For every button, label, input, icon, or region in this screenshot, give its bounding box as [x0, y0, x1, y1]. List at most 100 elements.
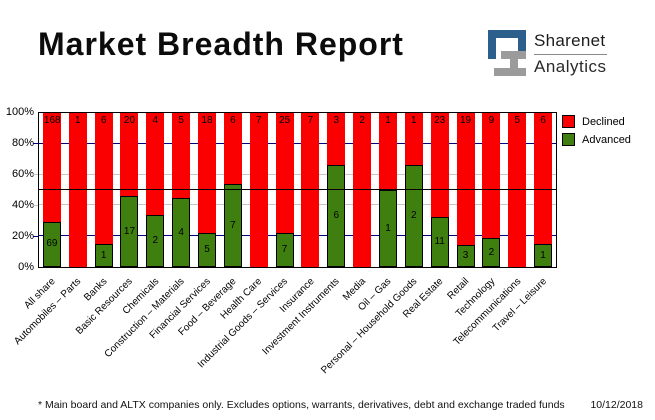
declined-segment [94, 113, 113, 267]
declined-segment [456, 113, 475, 267]
declined-value-label: 6 [230, 115, 236, 126]
bar-all-share: 168 69 [42, 113, 61, 267]
declined-segment [275, 113, 294, 267]
declined-segment [249, 113, 268, 267]
advanced-segment: 1 [378, 190, 397, 267]
category-label-investment-instruments: Investment Instruments [260, 276, 343, 358]
advanced-segment: 2 [482, 238, 501, 267]
sharenet-logo-text: Sharenet Analytics [534, 30, 607, 77]
bar-industrial-goods-services: 25 7 [275, 113, 294, 267]
category-label-retail: Retail [445, 276, 472, 302]
logo-sub-name: Analytics [534, 57, 607, 76]
declined-segment [534, 113, 553, 267]
category-label-health-care: Health Care [219, 276, 265, 322]
declined-value-label: 168 [43, 115, 61, 126]
bar-insurance: 7 [301, 113, 320, 267]
advanced-value-label: 2 [488, 246, 495, 258]
logo-divider [534, 54, 607, 55]
declined-segment [68, 113, 87, 267]
advanced-segment: 11 [430, 216, 449, 267]
declined-value-label: 1 [411, 115, 417, 126]
advanced-segment: 69 [42, 221, 61, 267]
declined-segment [301, 113, 320, 267]
report-date: 10/12/2018 [590, 399, 643, 411]
advanced-segment: 1 [94, 244, 113, 267]
declined-value-label: 7 [307, 115, 314, 126]
advanced-value-label: 17 [123, 225, 136, 237]
y-axis-tick-label-80: 80% [11, 137, 34, 149]
y-axis-tick-mark-40 [33, 205, 38, 206]
advanced-value-label: 2 [152, 235, 159, 247]
chart-legend: Declined Advanced [562, 115, 631, 146]
advanced-segment: 1 [534, 244, 553, 267]
category-label-basic-resources: Basic Resources [74, 276, 136, 337]
y-axis-tick-label-0: 0% [18, 261, 34, 273]
gridline-20pct [39, 235, 556, 237]
y-axis-tick-label-60: 60% [11, 168, 34, 180]
gridline-40pct [39, 204, 556, 206]
declined-value-label: 9 [488, 115, 495, 126]
category-label-construction-materials: Construction – Materials [102, 276, 187, 361]
advanced-segment: 3 [456, 245, 475, 267]
declined-value-label: 6 [100, 115, 107, 126]
bar-basic-resources: 20 17 [120, 113, 139, 267]
gridline-60pct [39, 173, 556, 175]
advanced-value-label: 69 [46, 238, 58, 250]
y-axis-tick-mark-60 [33, 174, 38, 175]
advanced-segment: 2 [146, 215, 165, 267]
declined-value-label: 1 [74, 115, 81, 126]
advanced-value-label: 5 [204, 243, 210, 255]
advanced-segment: 2 [404, 164, 423, 267]
advanced-color-swatch [562, 133, 575, 146]
advanced-segment: 5 [198, 232, 217, 267]
declined-value-label: 5 [178, 115, 184, 126]
reference-line-50pct [39, 189, 556, 190]
declined-value-label: 6 [540, 115, 546, 126]
declined-value-label: 18 [201, 115, 213, 126]
declined-value-label: 1 [385, 115, 391, 126]
bar-media: 2 [353, 113, 372, 267]
advanced-value-label: 7 [230, 219, 236, 231]
declined-value-label: 19 [459, 115, 472, 126]
advanced-segment: 7 [223, 184, 242, 267]
advanced-value-label: 7 [281, 243, 288, 255]
category-label-insurance: Insurance [277, 276, 317, 315]
y-axis-tick-mark-20 [33, 236, 38, 237]
footnote: * Main board and ALTX companies only. Ex… [38, 399, 565, 411]
bar-real-estate: 23 11 [430, 113, 449, 267]
legend-label-declined: Declined [582, 115, 625, 128]
advanced-value-label: 11 [434, 235, 445, 247]
advanced-value-label: 1 [540, 249, 546, 261]
category-label-chemicals: Chemicals [120, 276, 162, 317]
advanced-value-label: 1 [385, 222, 391, 234]
stacked-bar-chart-plot-area: 168 69 1 6 1 20 17 4 2 5 4 18 5 6 7 7 25 7 7 3 6 2 1 1 1 2 23 11 19 3… [38, 112, 557, 268]
logo-brand-name: Sharenet [534, 31, 606, 50]
advanced-value-label: 3 [462, 250, 469, 262]
y-axis-tick-label-100: 100% [5, 106, 34, 118]
declined-value-label: 25 [279, 115, 291, 126]
declined-color-swatch [562, 115, 575, 128]
category-label-technology: Technology [453, 276, 498, 320]
y-axis-tick-label-40: 40% [11, 199, 34, 211]
bar-financial-services: 18 5 [198, 113, 217, 267]
declined-value-label: 3 [333, 115, 340, 126]
legend-item-advanced: Advanced [562, 133, 631, 146]
category-label-oil-gas: Oil – Gas [356, 276, 394, 314]
category-label-financial-services: Financial Services [147, 276, 213, 342]
declined-segment [353, 113, 372, 267]
category-label-real-estate: Real Estate [401, 276, 446, 321]
category-label-all-share: All share [22, 276, 58, 312]
advanced-segment: 4 [172, 198, 191, 267]
bar-health-care: 7 [249, 113, 268, 267]
declined-segment [508, 113, 527, 267]
advanced-segment: 17 [120, 196, 139, 267]
advanced-value-label: 6 [333, 209, 340, 221]
